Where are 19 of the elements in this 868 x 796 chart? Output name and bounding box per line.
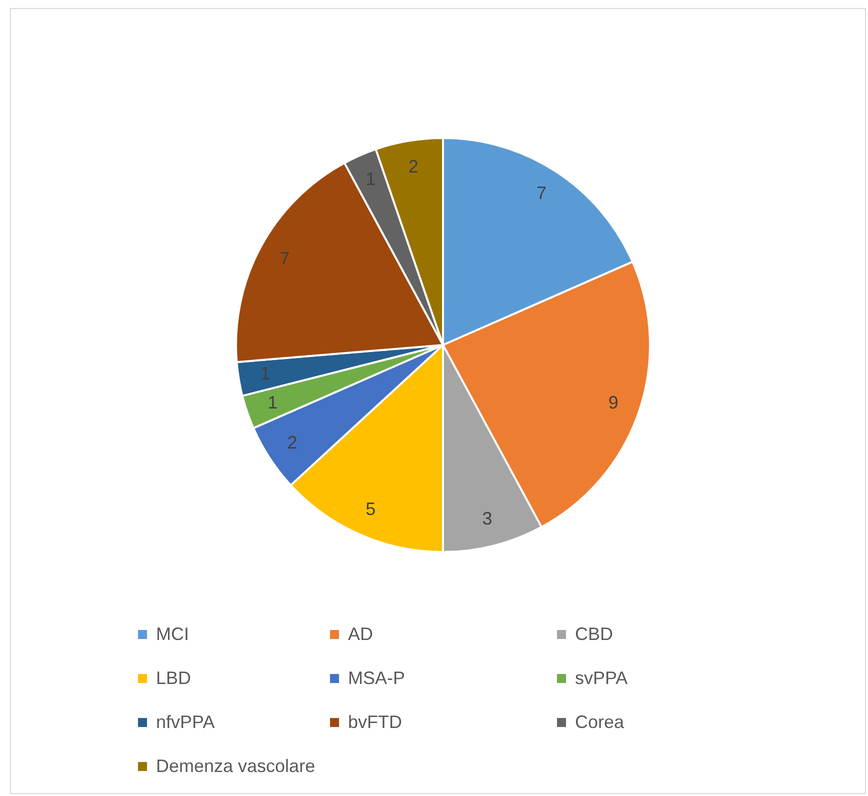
data-label: 7 [280,248,290,268]
legend-label: LBD [156,667,192,690]
data-label: 3 [482,508,492,529]
data-label: 2 [408,156,418,176]
data-label: 1 [260,364,270,384]
legend-label: MCI [156,623,189,646]
data-label: 7 [536,183,547,204]
legend-label: Demenza vascolare [156,755,316,778]
legend-label: AD [348,623,374,646]
legend-label: svPPA [575,667,628,690]
legend-label: Corea [575,711,624,734]
data-label: 1 [268,392,278,412]
data-label: 5 [366,498,376,519]
legend-label: nfvPPA [156,711,215,734]
data-label: 9 [608,392,618,412]
legend-label: MSA-P [348,667,406,690]
data-label: 2 [287,432,298,452]
legend-label: bvFTD [348,711,402,734]
legend-label: CBD [575,623,614,646]
